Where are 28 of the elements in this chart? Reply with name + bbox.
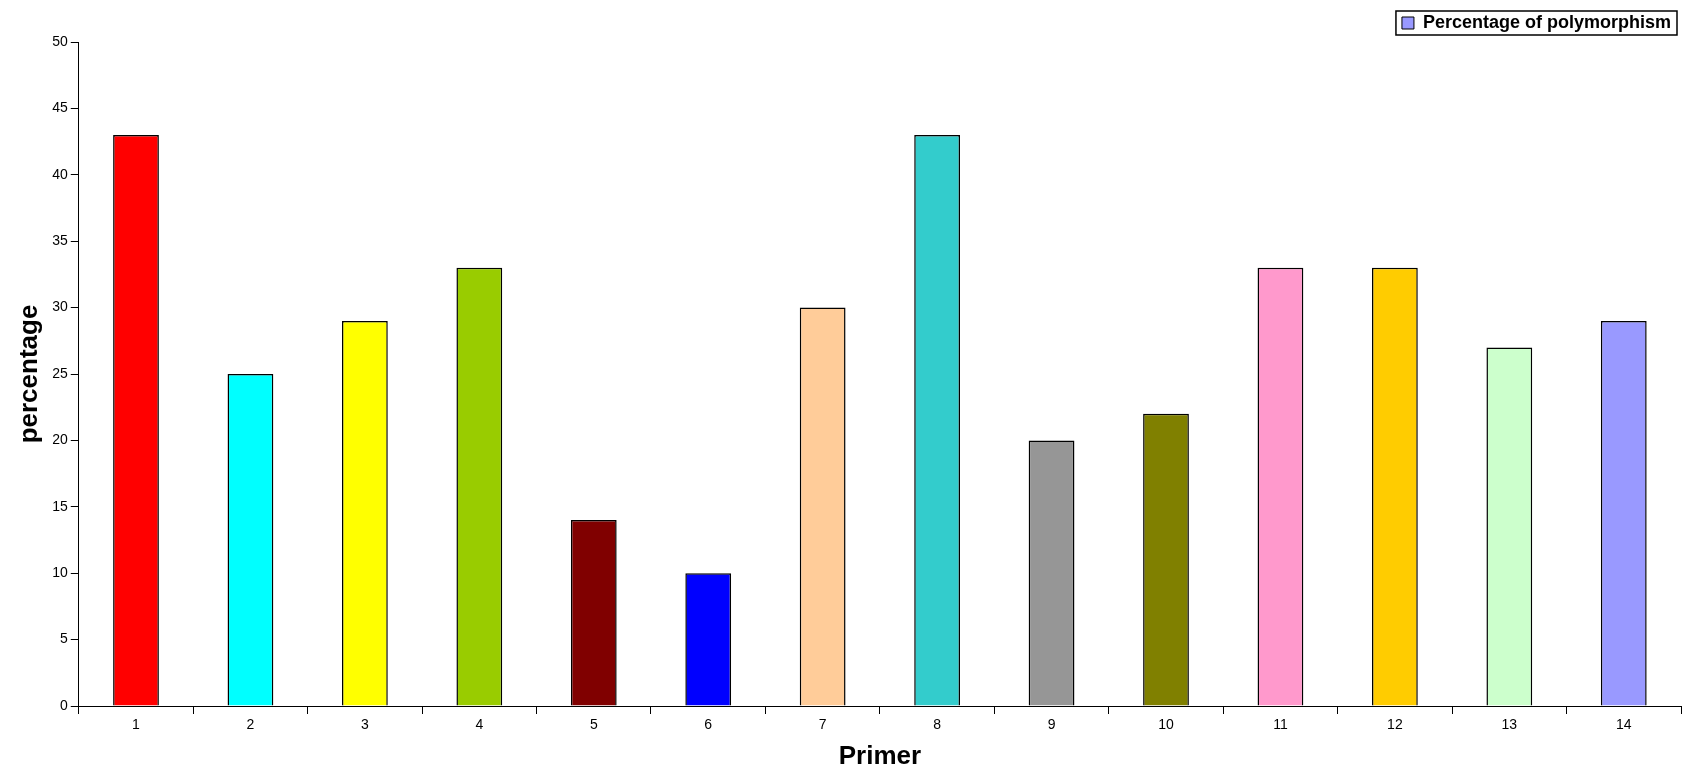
y-tick-label: 10 bbox=[52, 564, 68, 581]
x-tick-label: 5 bbox=[589, 716, 598, 733]
y-tick-label: 0 bbox=[59, 696, 68, 713]
x-axis-title: Primer bbox=[838, 739, 922, 770]
x-tick-label: 11 bbox=[1273, 716, 1288, 733]
y-tick-label: 40 bbox=[52, 165, 68, 182]
x-tick-label: 2 bbox=[246, 716, 255, 733]
y-tick-label: 20 bbox=[52, 431, 68, 448]
y-axis-title: percentage bbox=[12, 304, 43, 444]
y-tick-label: 35 bbox=[52, 232, 68, 249]
legend-label: Percentage of polymorphism bbox=[1422, 11, 1672, 32]
y-tick-label: 25 bbox=[52, 364, 68, 381]
x-tick-label: 1 bbox=[132, 716, 141, 733]
x-tick-label: 14 bbox=[1615, 716, 1632, 733]
y-tick-label: 5 bbox=[59, 630, 68, 647]
x-tick-label: 13 bbox=[1501, 716, 1518, 733]
x-tick-label: 8 bbox=[933, 716, 942, 733]
x-tick-label: 6 bbox=[704, 716, 713, 733]
x-tick-label: 7 bbox=[818, 716, 827, 733]
y-tick-label: 15 bbox=[52, 497, 68, 514]
x-tick-label: 4 bbox=[475, 716, 484, 733]
y-tick-label: 45 bbox=[52, 99, 68, 116]
x-tick-label: 9 bbox=[1047, 716, 1056, 733]
x-tick-label: 12 bbox=[1387, 716, 1403, 733]
y-tick-label: 50 bbox=[52, 32, 68, 49]
x-tick-label: 10 bbox=[1158, 716, 1174, 733]
y-tick-label: 30 bbox=[52, 298, 68, 315]
x-tick-label: 3 bbox=[360, 716, 369, 733]
